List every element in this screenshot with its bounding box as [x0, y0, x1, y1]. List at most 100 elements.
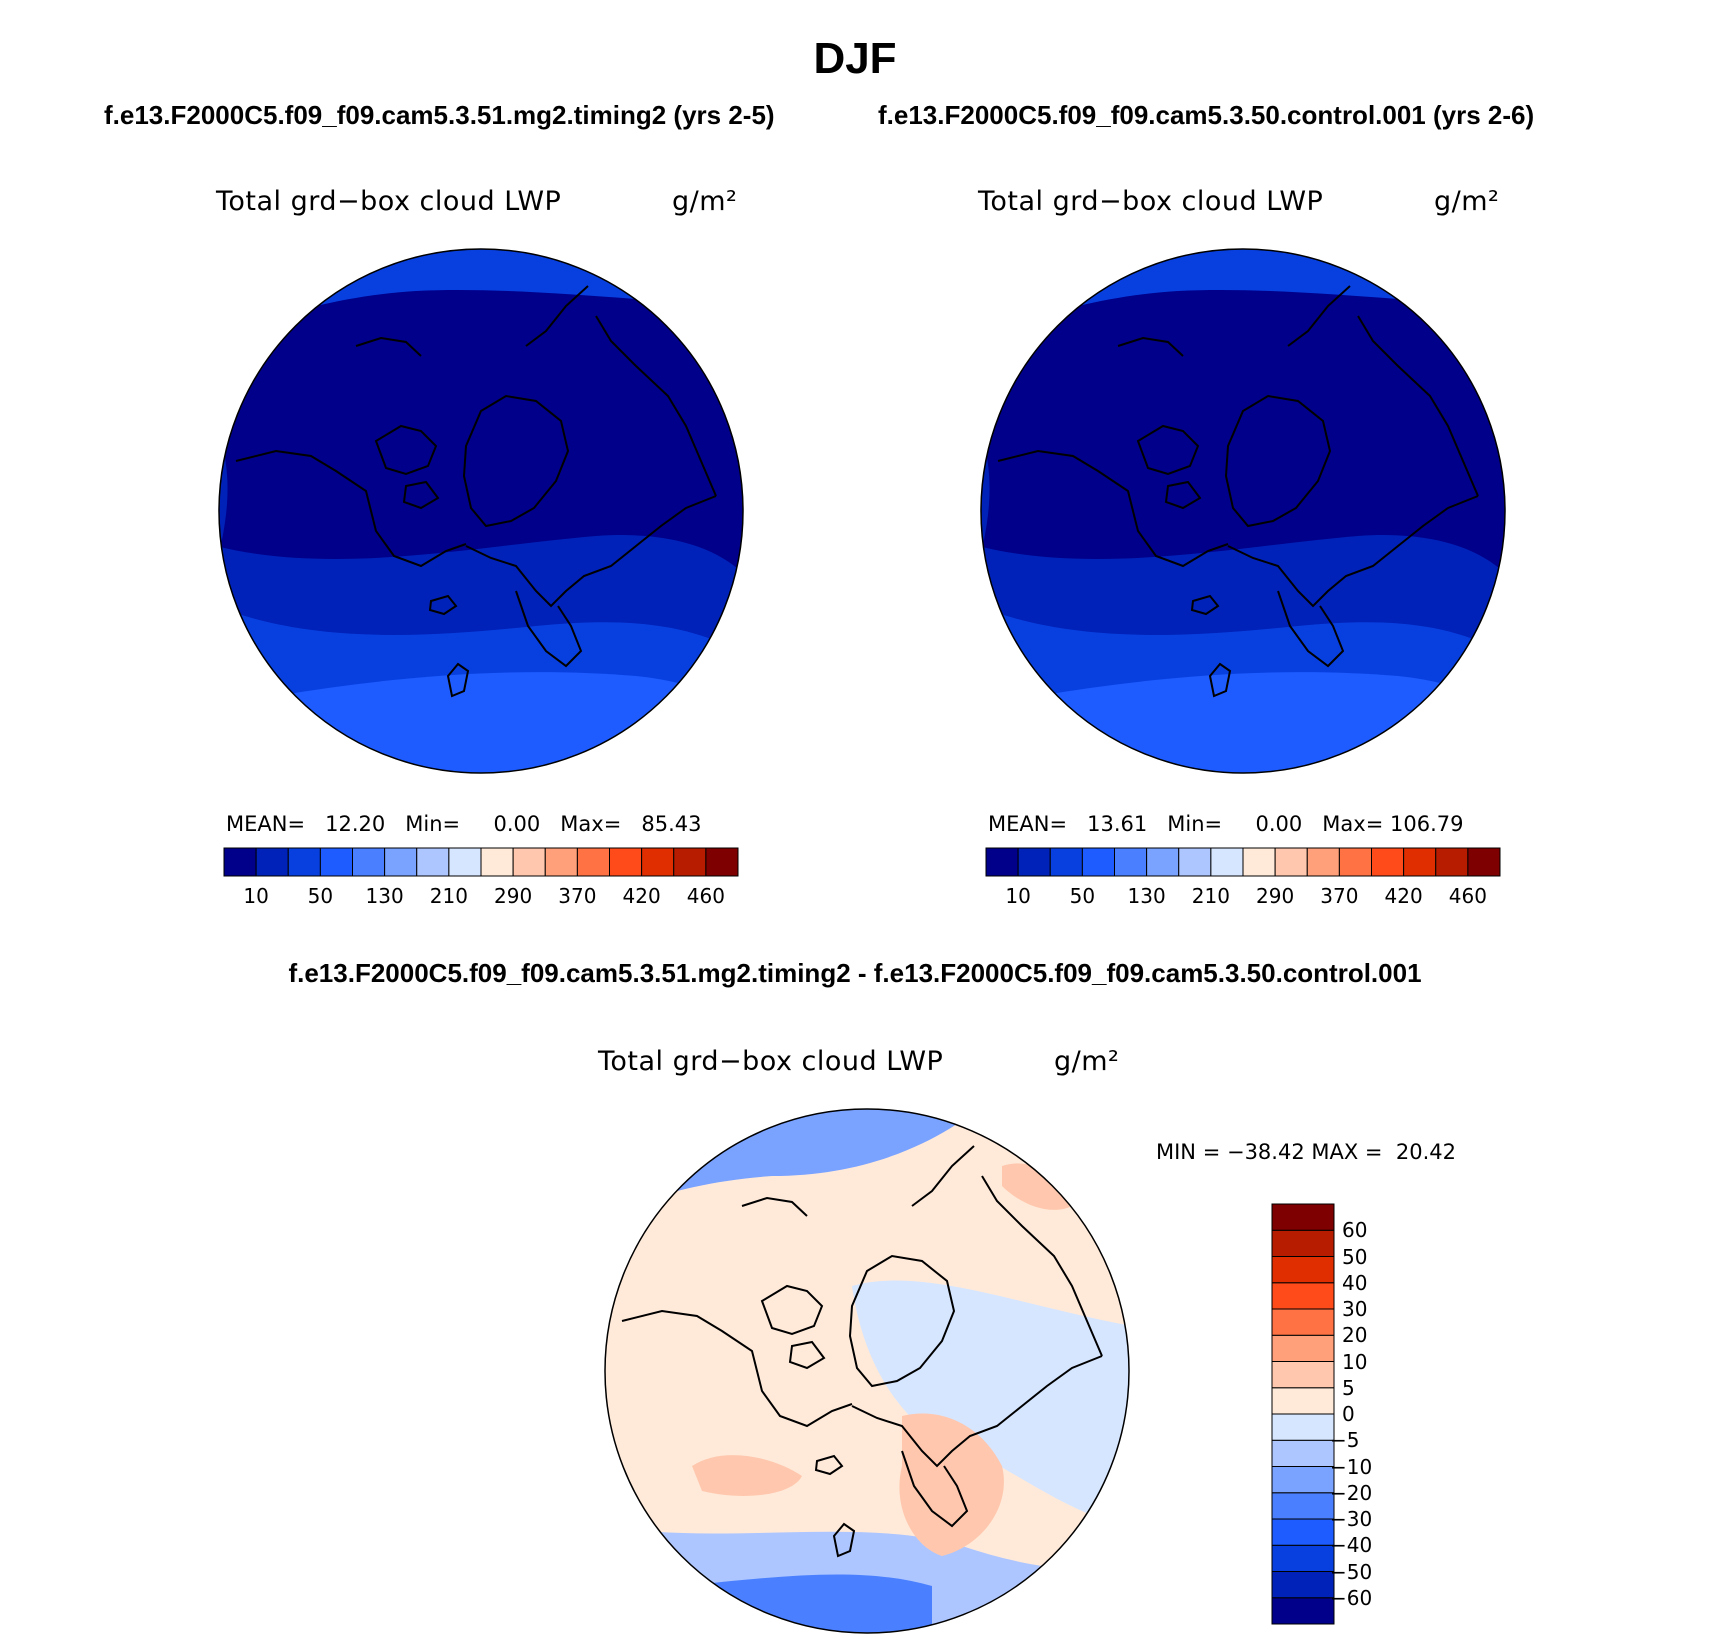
colorbar-swatch — [1271, 1571, 1335, 1599]
panel3-units: g/m² — [1054, 1046, 1120, 1077]
colorbar-tick-label: −60 — [1330, 1585, 1373, 1610]
coastline — [595, 315, 717, 497]
colorbar-tick-label: 50 — [307, 884, 334, 908]
colorbar-tick-label: −20 — [1330, 1480, 1373, 1505]
colorbar-swatch — [1271, 1229, 1335, 1257]
colorbar-swatch — [985, 847, 1019, 877]
colorbar-swatch — [1271, 1256, 1335, 1284]
field-band — [219, 426, 228, 566]
colorbar-swatch — [705, 847, 739, 877]
panel3-colorbar — [1271, 1203, 1335, 1625]
colorbar-swatch — [1017, 847, 1051, 877]
colorbar-tick-label: 290 — [494, 884, 533, 908]
colorbar-tick-label: 10 — [1342, 1349, 1368, 1374]
coastline — [1208, 662, 1232, 698]
field-band — [981, 426, 990, 566]
field-band — [1002, 1163, 1072, 1210]
coastline — [235, 449, 467, 568]
panel2-map — [980, 248, 1506, 774]
colorbar-swatch — [1210, 847, 1244, 877]
coastline — [1190, 594, 1220, 616]
colorbar-swatch — [1271, 1413, 1335, 1441]
colorbar-swatch — [1271, 1308, 1335, 1336]
colorbar-tick-label: −5 — [1330, 1428, 1360, 1453]
colorbar-tick-label: 50 — [1342, 1244, 1368, 1269]
colorbar-swatch — [1274, 847, 1308, 877]
panel3-colorbar-ticks: 60 50 40 30 20 10 5 0 −5 −10 −20 −30 −40 −50 −60 — [1330, 1204, 1422, 1624]
coastline — [1164, 480, 1202, 510]
colorbar-tick-label: 460 — [686, 884, 725, 908]
panel3-minmax: MIN = −38.42 MAX = 20.42 — [1156, 1140, 1456, 1164]
coastline — [515, 590, 583, 668]
panel2-stats: MEAN= 13.61 Min= 0.00 Max= 106.79 — [988, 812, 1463, 836]
colorbar-swatch — [1271, 1334, 1335, 1362]
coastline — [1357, 315, 1479, 497]
colorbar-tick-label: 460 — [1448, 884, 1487, 908]
panel3-map — [604, 1108, 1130, 1634]
colorbar-swatch — [1081, 847, 1115, 877]
panel1-field-label: Total grd−box cloud LWP — [216, 186, 562, 217]
map-boundary — [980, 248, 1506, 774]
coastline — [788, 1340, 826, 1370]
coastline — [848, 1254, 956, 1388]
colorbar-swatch — [255, 847, 289, 877]
colorbar-tick-label: 40 — [1342, 1270, 1368, 1295]
colorbar-swatch — [641, 847, 675, 877]
panel1-min-label: Min= — [405, 812, 461, 836]
coastline — [814, 1454, 844, 1476]
colorbar-swatch — [1467, 847, 1501, 877]
coastline — [1287, 285, 1351, 347]
panel1-mean-label: MEAN= — [226, 812, 306, 836]
colorbar-swatch — [1049, 847, 1083, 877]
colorbar-swatch — [416, 847, 450, 877]
colorbar-swatch — [1271, 1203, 1335, 1231]
colorbar-tick-label: 20 — [1342, 1323, 1368, 1348]
colorbar-swatch — [1114, 847, 1148, 877]
panel1-units: g/m² — [672, 186, 738, 217]
coastline — [901, 1450, 969, 1528]
colorbar-tick-label: 210 — [429, 884, 468, 908]
coastline — [832, 1522, 856, 1558]
coastline — [741, 1196, 808, 1217]
coastline — [851, 1355, 1103, 1468]
colorbar-tick-label: −10 — [1330, 1454, 1373, 1479]
coastline — [911, 1145, 975, 1207]
coastline — [1277, 590, 1345, 668]
panel2-colorbar — [985, 847, 1501, 877]
colorbar-swatch — [1271, 1439, 1335, 1467]
panel1-mean: 12.20 — [325, 812, 386, 836]
colorbar-swatch — [352, 847, 386, 877]
colorbar-swatch — [576, 847, 610, 877]
colorbar-swatch — [1271, 1492, 1335, 1520]
colorbar-swatch — [223, 847, 257, 877]
panel1-min: 0.00 — [493, 812, 541, 836]
colorbar-tick-label: 420 — [622, 884, 661, 908]
colorbar-tick-label: 50 — [1069, 884, 1096, 908]
panel2-max: 106.79 — [1390, 812, 1464, 836]
colorbar-swatch — [1146, 847, 1180, 877]
panel3-field-label: Total grd−box cloud LWP — [598, 1046, 944, 1077]
field-band — [899, 1413, 1004, 1556]
panel1-colorbar — [223, 847, 739, 877]
panel1-max-label: Max= — [560, 812, 622, 836]
colorbar-swatch — [1271, 1544, 1335, 1572]
colorbar-tick-label: −40 — [1330, 1533, 1373, 1558]
coastline — [1224, 394, 1332, 528]
coastline — [462, 394, 570, 528]
subtitle-left: f.e13.F2000C5.f09_f09.cam5.3.51.mg2.timi… — [104, 100, 775, 130]
panel2-max-label: Max= — [1322, 812, 1384, 836]
colorbar-tick-label: 60 — [1342, 1218, 1368, 1243]
coastline — [355, 336, 422, 357]
colorbar-swatch — [1338, 847, 1372, 877]
coastline — [428, 594, 458, 616]
coastline — [1227, 495, 1479, 608]
colorbar-tick-label: 290 — [1256, 884, 1295, 908]
colorbar-swatch — [480, 847, 514, 877]
difference-title: f.e13.F2000C5.f09_f09.cam5.3.51.mg2.timi… — [288, 958, 1422, 988]
colorbar-swatch — [1306, 847, 1340, 877]
colorbar-swatch — [384, 847, 418, 877]
colorbar-swatch — [1242, 847, 1276, 877]
coastline — [1136, 424, 1200, 476]
coastline — [465, 495, 717, 608]
field-band — [852, 1280, 1129, 1526]
